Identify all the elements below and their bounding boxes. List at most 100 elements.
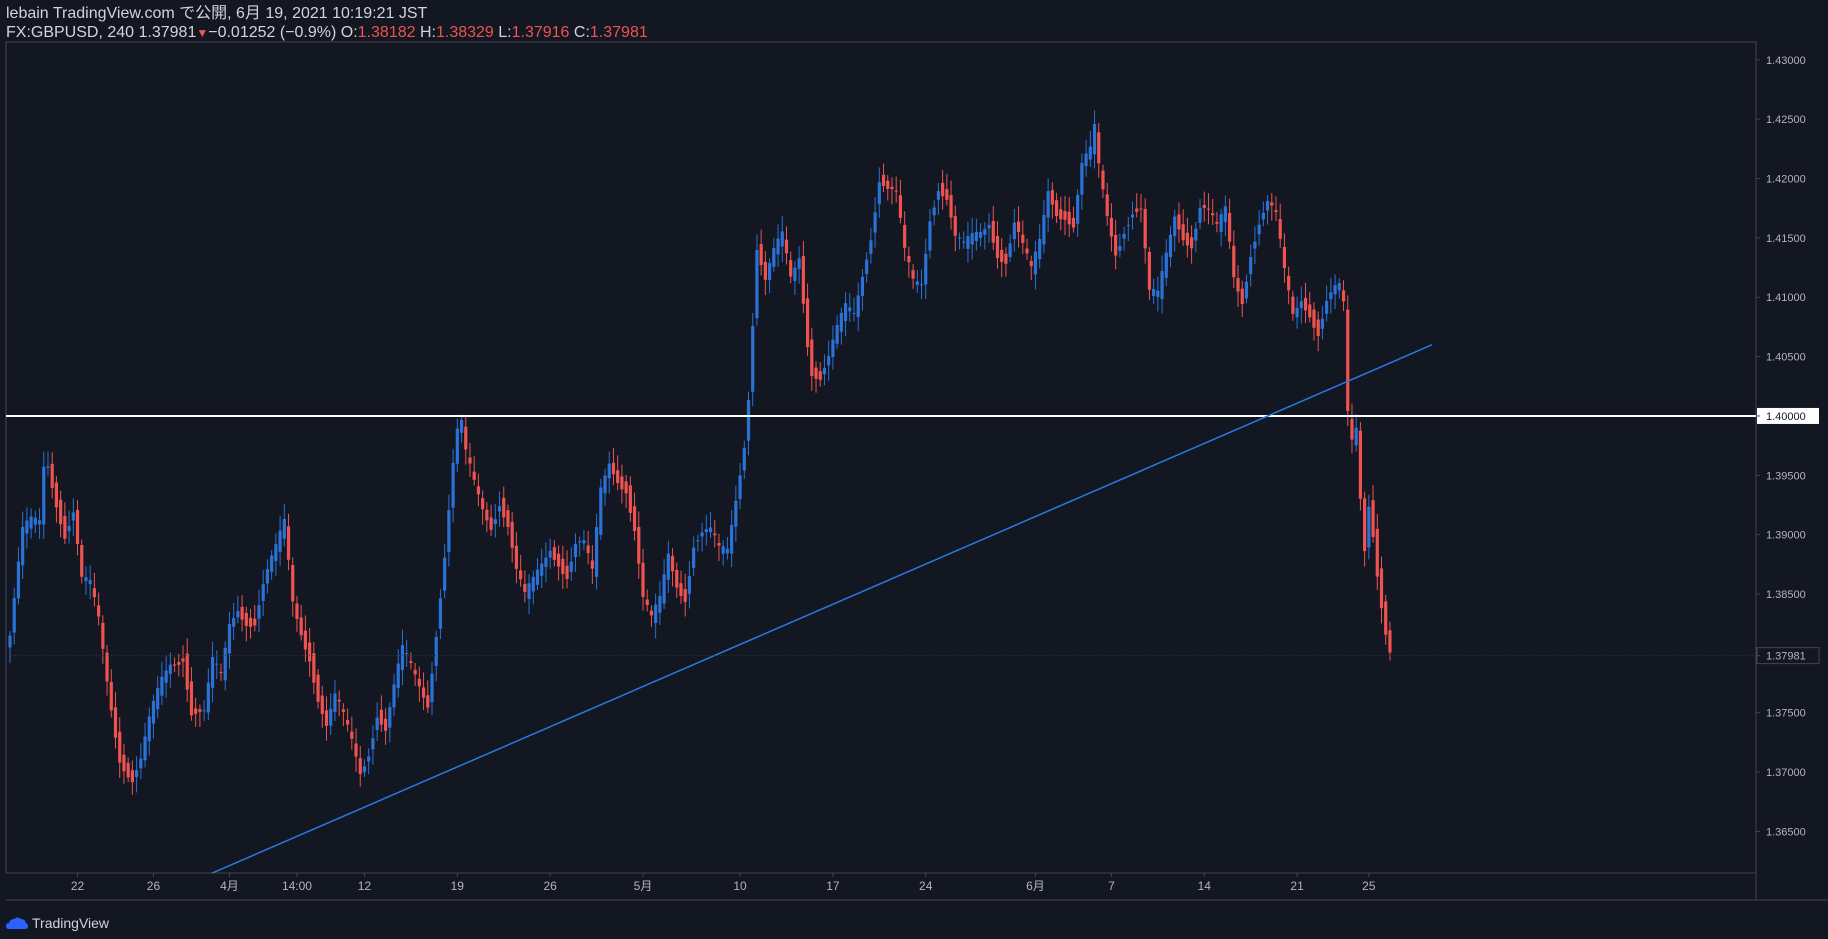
candle (16, 547, 21, 605)
candle (438, 589, 443, 640)
candle-body (759, 244, 763, 265)
candle-body (1126, 225, 1130, 227)
candle-body (354, 743, 358, 757)
candle-body (1371, 500, 1375, 537)
candle (1257, 209, 1261, 246)
candle (763, 251, 767, 296)
candle (670, 548, 675, 587)
candle (185, 638, 189, 702)
candle (1139, 194, 1143, 223)
candle (1354, 414, 1358, 452)
candle-body (1379, 568, 1384, 609)
candle (308, 627, 312, 677)
candle (755, 234, 759, 326)
candle (692, 536, 696, 577)
candle-body (130, 770, 134, 783)
candle (1025, 238, 1029, 261)
candle-body (1164, 252, 1168, 278)
candle-body (295, 603, 299, 619)
candle (1173, 209, 1177, 252)
candle (455, 418, 459, 472)
candle-body (109, 681, 113, 711)
candle-body (324, 710, 329, 726)
candle-body (156, 687, 160, 710)
candle-body (1135, 208, 1139, 212)
candle-body (1282, 247, 1287, 269)
candle (789, 251, 793, 284)
candle-body (1042, 215, 1046, 245)
candle-body (253, 618, 257, 626)
candle (1076, 189, 1080, 237)
candle (147, 707, 151, 756)
candle-body (1029, 260, 1033, 267)
candle (430, 661, 434, 716)
candle-body (497, 506, 502, 512)
symbol-label: FX:GBPUSD, 240 (6, 24, 135, 41)
tradingview-logo[interactable]: TradingView (6, 915, 109, 931)
candle-body (54, 482, 59, 508)
candle (362, 759, 367, 778)
candle (75, 500, 80, 556)
candle (1190, 225, 1194, 264)
candle-body (721, 546, 725, 554)
candle (865, 252, 869, 283)
candle (215, 650, 219, 680)
candle-body (565, 565, 569, 579)
candle (1118, 233, 1122, 258)
candle (1244, 274, 1249, 304)
candle-body (168, 664, 172, 674)
x-tick-label: 24 (919, 879, 933, 893)
candle (198, 704, 202, 728)
candle (223, 640, 227, 691)
candle-body (278, 530, 282, 552)
candle-body (172, 664, 177, 666)
candle-body (746, 399, 751, 441)
candle-body (1147, 251, 1151, 290)
candle-body (1257, 224, 1261, 235)
candle (1063, 195, 1067, 236)
candle-body (1308, 304, 1312, 318)
candle-body (367, 756, 371, 762)
candle-body (1084, 153, 1088, 167)
candle-body (590, 560, 594, 569)
candle-body (1341, 290, 1346, 302)
candle (143, 722, 147, 768)
candle-body (472, 471, 476, 480)
candle-body (143, 736, 147, 761)
candle (924, 238, 928, 299)
candle (1016, 206, 1021, 248)
candle-body (1054, 200, 1059, 217)
candle-body (1198, 207, 1202, 223)
candle (189, 667, 194, 721)
candle (810, 327, 814, 391)
candle-body (911, 270, 915, 279)
candle (578, 536, 582, 557)
candle-body (308, 642, 312, 662)
candle (945, 173, 949, 206)
candle-body (1312, 309, 1316, 328)
candle (481, 490, 485, 525)
candle (181, 645, 185, 678)
candle-body (206, 682, 210, 713)
low-value: 1.37916 (511, 24, 570, 41)
candle (835, 315, 839, 349)
candle-body (670, 555, 675, 572)
candle-body (1211, 213, 1215, 216)
candle-body (337, 699, 341, 702)
candle-body (1316, 319, 1320, 336)
candle (67, 510, 71, 544)
candle-body (303, 630, 307, 650)
candle (1109, 203, 1114, 252)
candle-body (607, 463, 611, 479)
candle (594, 513, 599, 590)
candle (451, 448, 455, 523)
candle-body (578, 541, 582, 543)
candle (675, 562, 679, 598)
candle (12, 587, 16, 645)
candle (544, 542, 548, 583)
candle (704, 515, 708, 546)
candle-body (818, 371, 822, 380)
candle-body (805, 298, 810, 348)
candle-body (248, 617, 253, 627)
